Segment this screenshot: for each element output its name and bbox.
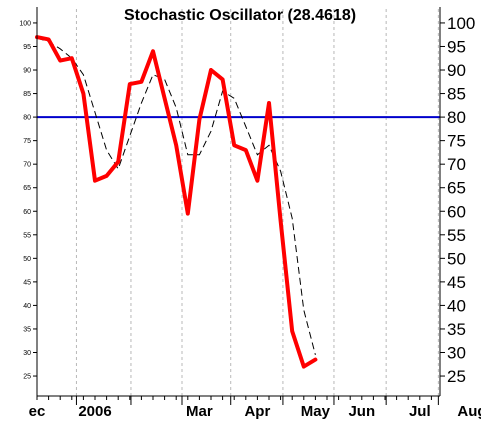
y-tick-label-left: 60 [23,209,31,216]
y-tick-label-right: 100 [447,14,475,33]
y-tick-label-left: 50 [23,256,31,263]
x-tick-label: Jun [348,403,375,420]
x-tick-label: ec [29,403,46,420]
grid-layer [75,9,439,396]
y-tick-label-right: 45 [447,273,466,292]
axis-layer: 25 30 35 40 45 50 55 60 65 70 75 80 85 90 95 100 25 30 35 4… [19,7,481,420]
y-tick-label-right: 90 [447,61,466,80]
k-series-line [35,35,318,369]
y-tick-label-left: 40 [23,303,31,310]
y-tick-label-left: 30 [23,350,31,357]
y-tick-label-right: 65 [447,179,466,198]
y-tick-label-right: 75 [447,132,466,151]
chart-title: Stochastic Oscillator (28.4618) [124,7,356,24]
series-layer [35,35,318,369]
y-tick-label-right: 25 [447,367,466,386]
y-tick-label-right: 60 [447,202,466,221]
d-series-line [36,37,316,356]
x-tick-label: Mar [186,403,213,420]
y-tick-label-right: 55 [447,226,466,245]
y-tick-label-left: 45 [23,279,31,286]
y-tick-label-left: 65 [23,185,31,192]
x-tick-label: Aug [457,403,481,420]
y-tick-label-right: 85 [447,85,466,104]
y-tick-label-right: 70 [447,155,466,174]
x-tick-label: 2006 [78,403,111,420]
y-tick-label-left: 35 [23,326,31,333]
y-tick-label-left: 95 [23,44,31,51]
y-tick-label-left: 75 [23,138,31,145]
y-tick-label-left: 70 [23,162,31,169]
y-tick-label-right: 50 [447,249,466,268]
y-tick-label-right: 30 [447,343,466,362]
x-tick-label: Apr [244,403,270,420]
y-tick-label-left: 55 [23,232,31,239]
y-tick-label-right: 95 [447,37,466,56]
y-tick-label-left: 85 [23,91,31,98]
x-tick-label: Jul [409,403,431,420]
x-tick-label: May [301,403,331,420]
y-tick-label-right: 80 [447,108,466,127]
y-tick-label-left: 25 [23,374,31,381]
y-tick-label-left: 90 [23,68,31,75]
y-tick-label-right: 35 [447,320,466,339]
y-tick-label-left: 100 [19,20,31,27]
y-tick-label-left: 80 [23,115,31,122]
y-tick-label-right: 40 [447,296,466,315]
